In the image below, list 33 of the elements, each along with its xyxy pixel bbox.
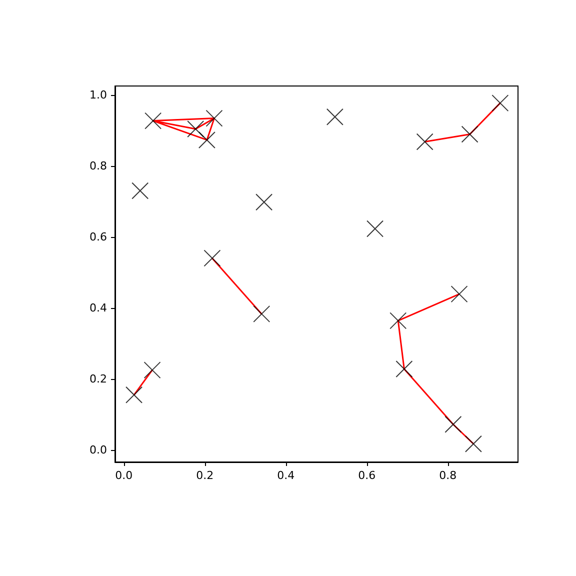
point <box>126 386 143 404</box>
point <box>256 194 273 211</box>
y-tick-label: 0.0 <box>90 443 107 456</box>
line-series <box>152 118 215 141</box>
point <box>444 416 462 433</box>
point <box>366 220 384 238</box>
y-tick-label: 0.6 <box>90 230 107 244</box>
point <box>144 362 161 379</box>
y-tick-label: 1.0 <box>90 88 107 102</box>
point <box>326 108 344 126</box>
y-tick-label: 0.2 <box>90 372 107 386</box>
point <box>396 360 413 378</box>
y-tick-label: 0.4 <box>90 301 107 314</box>
point <box>206 110 223 127</box>
x-tick-label: 0.8 <box>439 469 457 482</box>
point <box>187 120 204 138</box>
line-series <box>397 293 474 445</box>
point <box>132 182 149 200</box>
point <box>492 94 509 112</box>
x-tick-label: 0.0 <box>115 469 133 482</box>
x-tick-label: 0.2 <box>196 469 214 482</box>
x-tick-label: 0.4 <box>277 469 295 482</box>
point <box>450 286 468 303</box>
point <box>464 435 482 452</box>
point <box>461 126 478 143</box>
point <box>198 131 216 148</box>
point <box>144 112 162 130</box>
point <box>390 312 407 330</box>
point <box>253 305 270 322</box>
y-tick-label: 0.8 <box>90 159 107 172</box>
point <box>204 250 221 267</box>
point <box>416 133 434 150</box>
x-tick-label: 0.6 <box>358 469 376 482</box>
